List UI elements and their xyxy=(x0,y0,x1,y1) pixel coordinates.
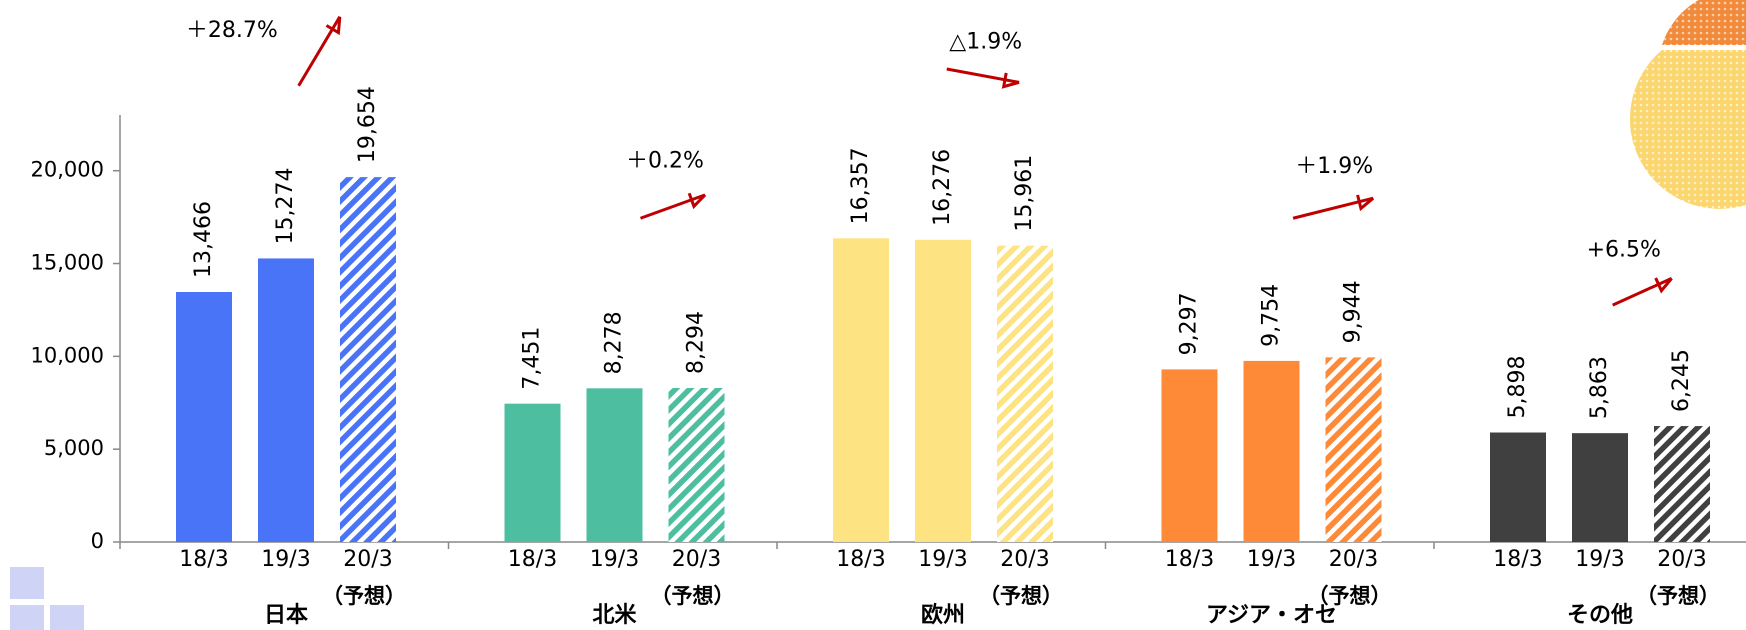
arrow-head xyxy=(1001,72,1020,89)
growth-annotation: ＋0.2% xyxy=(626,148,704,173)
value-label: 5,863 xyxy=(1587,356,1612,419)
bar xyxy=(833,238,889,542)
x-tick-label: 19/3 xyxy=(261,547,310,572)
value-label: 15,274 xyxy=(273,167,298,244)
value-label: 7,451 xyxy=(520,327,545,390)
bar xyxy=(1325,357,1382,542)
forecast-note: （予想） xyxy=(322,584,406,608)
forecast-note: （予想） xyxy=(979,584,1063,608)
bar xyxy=(997,245,1053,542)
growth-annotation: ＋1.9% xyxy=(1295,154,1373,179)
value-label: 15,961 xyxy=(1012,155,1037,232)
value-label: 5,898 xyxy=(1505,356,1530,419)
forecast-note: （予想） xyxy=(1636,584,1720,608)
y-tick-label: 15,000 xyxy=(31,251,104,275)
group-label: その他 xyxy=(1567,603,1633,628)
bar xyxy=(586,388,643,542)
x-tick-label: 20/3 xyxy=(1000,547,1049,572)
x-tick-label: 19/3 xyxy=(590,547,639,572)
value-label: 6,245 xyxy=(1669,349,1694,412)
arrow-head xyxy=(1654,277,1673,294)
growth-arrow xyxy=(297,15,342,87)
x-tick-label: 18/3 xyxy=(508,547,557,572)
arrow-head xyxy=(325,16,342,36)
growth-arrow xyxy=(1612,277,1673,307)
bar xyxy=(258,258,314,542)
decoration-square xyxy=(10,567,44,599)
y-tick-label: 10,000 xyxy=(31,343,104,367)
group-label: 欧州 xyxy=(921,602,965,628)
value-label: 13,466 xyxy=(191,201,216,278)
value-label: 19,654 xyxy=(355,86,380,163)
x-tick-label: 19/3 xyxy=(918,547,967,572)
x-tick-label: 20/3 xyxy=(343,547,392,572)
x-tick-label: 18/3 xyxy=(836,547,885,572)
bar xyxy=(176,292,232,542)
x-tick-label: 19/3 xyxy=(1575,547,1624,572)
forecast-note: （予想） xyxy=(651,584,735,608)
value-label: 8,294 xyxy=(684,311,709,374)
bar xyxy=(1490,432,1546,542)
x-tick-label: 19/3 xyxy=(1247,547,1296,572)
value-label: 8,278 xyxy=(602,311,627,374)
bar xyxy=(504,403,561,542)
x-tick-label: 18/3 xyxy=(1493,547,1542,572)
bar xyxy=(1572,433,1628,542)
value-label: 9,297 xyxy=(1177,292,1202,355)
pie-decoration xyxy=(1629,50,1746,209)
x-tick-label: 18/3 xyxy=(179,547,228,572)
x-tick-label: 20/3 xyxy=(672,547,721,572)
y-tick-label: 20,000 xyxy=(31,158,104,182)
group-label: アジア・オセ xyxy=(1206,603,1337,628)
y-tick-label: 5,000 xyxy=(44,436,104,460)
arrow-head xyxy=(1356,194,1375,212)
forecast-note: （予想） xyxy=(1308,584,1392,608)
value-label: 9,944 xyxy=(1341,280,1366,343)
arrow-head xyxy=(687,192,707,210)
growth-annotation: ＋28.7% xyxy=(186,18,278,43)
decoration-square xyxy=(50,605,84,630)
group-label: 北米 xyxy=(592,603,637,628)
value-label: 16,357 xyxy=(848,147,873,224)
bar xyxy=(1161,369,1218,542)
x-tick-label: 18/3 xyxy=(1165,547,1214,572)
value-label: 9,754 xyxy=(1259,284,1284,347)
bar xyxy=(668,388,725,542)
pie-decoration xyxy=(1662,0,1746,45)
growth-arrow xyxy=(639,193,706,220)
x-tick-label: 20/3 xyxy=(1329,547,1378,572)
x-tick-label: 20/3 xyxy=(1657,547,1706,572)
decoration-square xyxy=(10,605,44,630)
y-tick-label: 0 xyxy=(91,529,104,553)
group-label: 日本 xyxy=(264,603,308,628)
bar xyxy=(1243,360,1300,542)
growth-annotation: △1.9% xyxy=(949,29,1022,54)
bar xyxy=(340,177,396,543)
plot: 0 5,000 10,000 15,000 20,000 13,466 18/3 15,274… xyxy=(31,15,1746,628)
bar xyxy=(1654,426,1710,542)
growth-arrow xyxy=(946,67,1020,84)
value-label: 16,276 xyxy=(930,149,955,226)
bar xyxy=(915,239,971,542)
growth-annotation: +6.5% xyxy=(1587,238,1661,263)
